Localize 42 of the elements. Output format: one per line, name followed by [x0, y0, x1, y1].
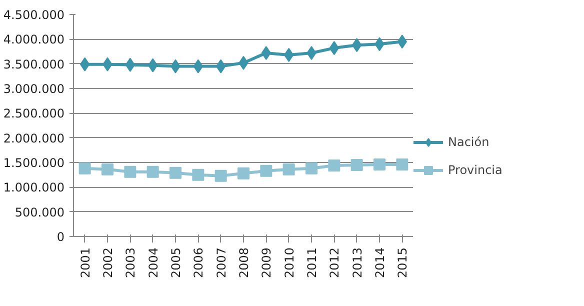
- y-tick-label: 2.500.000: [3, 106, 65, 121]
- point: [374, 158, 386, 170]
- point: [146, 166, 159, 178]
- x-tick-label: 2013: [350, 247, 364, 278]
- y-tick-label: 0: [56, 230, 65, 244]
- x-tick-label: 2012: [328, 247, 342, 278]
- y-tick-label: 3.500.000: [3, 57, 65, 72]
- point: [306, 162, 318, 174]
- x-tick-label: 2010: [282, 247, 296, 278]
- point: [350, 158, 363, 171]
- point: [102, 163, 114, 176]
- x-tick-label: 2004: [146, 247, 160, 278]
- x-tick-label: 2008: [237, 247, 251, 278]
- point: [282, 163, 295, 176]
- x-tick-label: 2009: [260, 247, 274, 278]
- point: [78, 162, 91, 174]
- y-tick-label: 4.000.000: [3, 32, 65, 47]
- point: [396, 158, 408, 170]
- y-tick-label: 1.500.000: [3, 156, 65, 170]
- x-tick-label: 2001: [78, 247, 92, 278]
- x-tick-label: 2015: [396, 247, 410, 278]
- x-tick-label: 2011: [305, 247, 319, 278]
- legend-label: Nación: [448, 134, 490, 148]
- y-tick-label: 3.000.000: [3, 82, 65, 96]
- x-tick-label: 2014: [373, 247, 387, 278]
- point: [260, 164, 272, 177]
- point: [328, 159, 340, 172]
- x-tick-label: 2006: [192, 247, 206, 278]
- point: [124, 166, 136, 178]
- y-tick-label: 4.500.000: [3, 8, 65, 22]
- x-tick-label: 2002: [101, 247, 115, 278]
- point: [192, 168, 204, 181]
- point: [214, 170, 227, 182]
- y-tick-label: 2.000.000: [3, 131, 65, 146]
- legend-label: Provincia: [448, 162, 502, 176]
- y-tick-label: 500.000: [14, 205, 64, 220]
- point: [238, 167, 250, 180]
- x-tick-label: 2007: [214, 247, 228, 278]
- y-tick-label: 1.000.000: [3, 180, 65, 195]
- x-tick-label: 2005: [169, 247, 183, 278]
- x-tick-label: 2003: [124, 247, 138, 278]
- point: [170, 166, 182, 179]
